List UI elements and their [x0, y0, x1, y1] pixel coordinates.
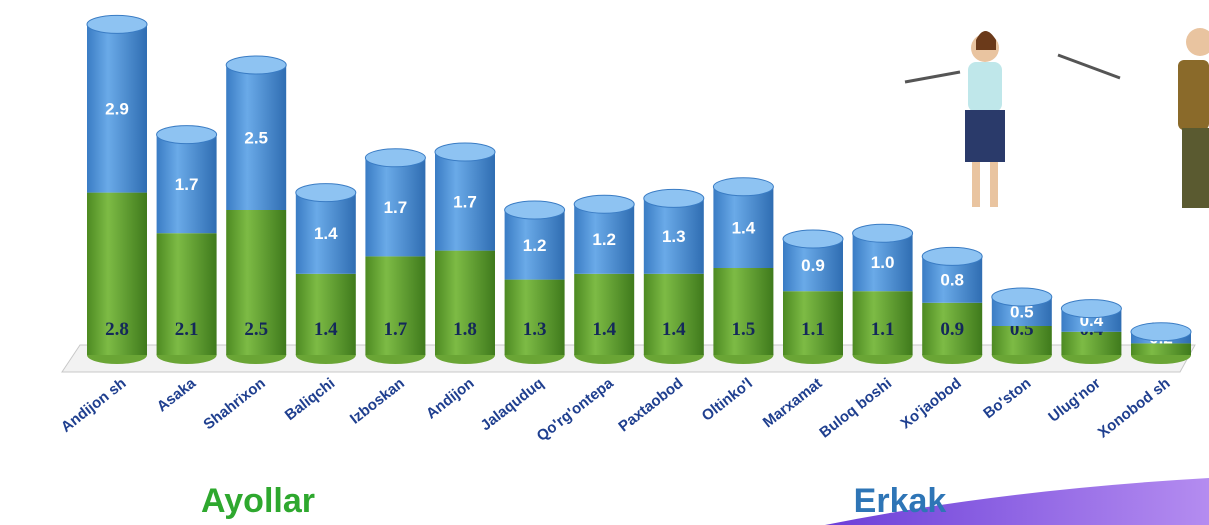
x-tick-label: Qo'rg'ontepa [534, 374, 618, 445]
value-label: 1.2 [592, 230, 616, 249]
bar-segment [295, 273, 356, 355]
legend-label: Ayollar [201, 482, 315, 520]
bar-segment [365, 256, 426, 355]
bar-cap [225, 55, 287, 75]
bar-cap [364, 148, 426, 168]
value-label: 2.9 [105, 100, 129, 119]
value-label: 0.9 [801, 256, 825, 275]
value-label: 1.8 [453, 319, 477, 340]
bar-segment [574, 273, 635, 355]
value-label: 1.3 [662, 227, 686, 246]
value-label: 1.0 [871, 253, 895, 272]
bar-segment [991, 326, 1052, 355]
bar-segment [852, 233, 913, 292]
bar-cap [1130, 322, 1192, 342]
value-label: 2.1 [175, 319, 199, 340]
x-tick-label: Bo'ston [980, 375, 1034, 422]
bar-cap [86, 14, 148, 34]
bar-segment [504, 210, 565, 280]
bar-segment [574, 204, 635, 274]
x-tick-label: Andijon sh [58, 375, 130, 436]
bar-cap [1060, 299, 1122, 319]
bar-segment [365, 157, 426, 257]
bar-cap [712, 177, 774, 197]
legend-label: Erkak [854, 482, 947, 520]
bar-cap [573, 194, 635, 214]
value-label: 1.3 [523, 319, 547, 340]
bar-segment [87, 192, 147, 355]
value-label: 0.8 [940, 271, 964, 290]
x-tick-label: Jalaquduq [477, 375, 547, 435]
value-label: 1.7 [453, 192, 477, 211]
bar-segment [713, 186, 774, 268]
bar-segment [713, 268, 774, 355]
bar-segment [643, 273, 704, 355]
value-label: 0.5 [1010, 303, 1034, 322]
bar-segment [1061, 331, 1122, 355]
value-label: 2.8 [105, 319, 129, 340]
x-tick-label: Shahrixon [200, 375, 268, 434]
people-illustration [904, 28, 1209, 208]
x-tick-label: Asaka [154, 374, 200, 415]
value-label: 1.4 [314, 319, 338, 340]
bar-segment [156, 134, 217, 234]
bar-cap [295, 183, 357, 203]
x-tick-label: Oltinko'l [699, 375, 756, 425]
x-tick-label: Buloq boshi [816, 375, 895, 442]
bar-segment [504, 279, 565, 355]
x-tick-label: Marxamat [760, 375, 826, 432]
value-label: 1.4 [592, 319, 616, 340]
x-tick-label: Xonobod sh [1095, 375, 1174, 442]
bar-cap [156, 125, 218, 145]
bar-cap [504, 200, 566, 220]
bar-cap [782, 229, 844, 249]
bar-segment [922, 302, 983, 355]
bar-cap [991, 287, 1053, 307]
bar-segment [643, 198, 704, 274]
bar-cap [921, 246, 983, 266]
bar-segment [226, 65, 287, 210]
x-tick-label: Baliqchi [282, 375, 338, 424]
decor-swoosh [825, 478, 1209, 525]
x-tick-label: Ulug'nor [1045, 375, 1104, 426]
bar-segment [435, 152, 495, 251]
value-label: 1.7 [384, 198, 408, 217]
bar-cap [852, 223, 914, 243]
bar-segment [87, 24, 147, 193]
x-tick-label: Izboskan [347, 375, 408, 428]
x-tick-label: Xo'jaobod [898, 375, 965, 433]
bar-segment [783, 291, 843, 355]
value-label: 2.5 [244, 319, 268, 340]
value-label: 1.4 [732, 218, 756, 237]
value-label: 0.9 [940, 319, 964, 340]
bar-segment [1131, 343, 1191, 355]
value-label: 1.7 [384, 319, 408, 340]
bar-segment [435, 250, 495, 355]
bar-cap [643, 188, 705, 208]
value-label: 1.5 [732, 319, 756, 340]
value-label: 1.4 [314, 224, 338, 243]
value-label: 1.1 [801, 319, 825, 340]
x-tick-label: Andijon [423, 375, 477, 423]
bar-segment [226, 210, 287, 355]
value-label: 2.5 [244, 129, 268, 148]
value-label: 1.1 [871, 319, 895, 340]
bar-segment [156, 233, 217, 355]
x-tick-label: Paxtaobod [615, 375, 686, 436]
bar-segment [295, 192, 356, 274]
value-label: 1.4 [662, 319, 686, 340]
bar-segment [852, 291, 913, 355]
bar-cap [434, 142, 496, 162]
value-label: 1.2 [523, 236, 547, 255]
value-label: 1.7 [175, 175, 199, 194]
